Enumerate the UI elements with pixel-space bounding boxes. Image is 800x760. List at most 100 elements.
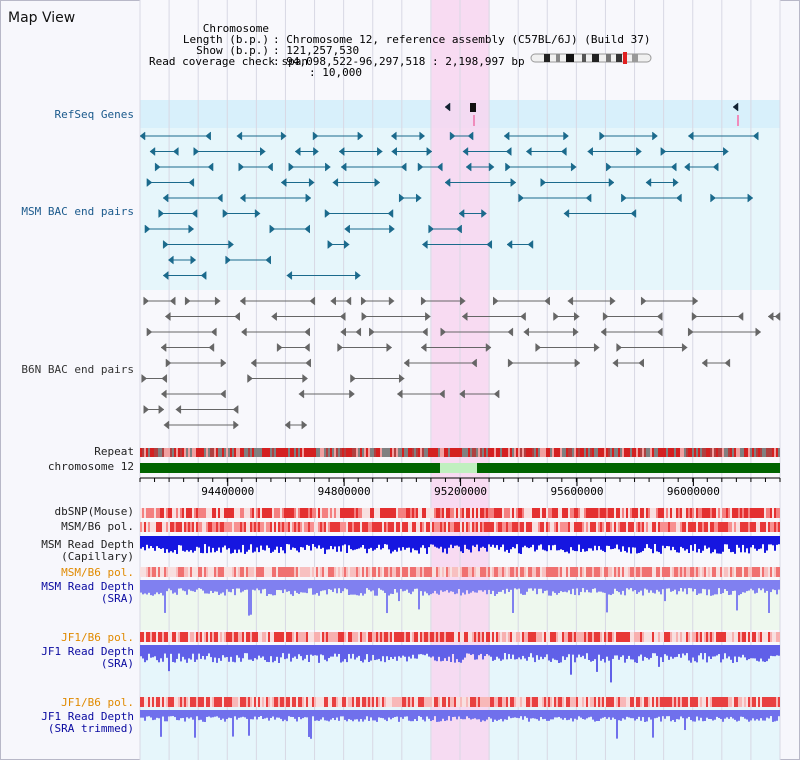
msm-b6-pol-2-heat [518, 567, 520, 577]
jf1-depth-trim-bar [370, 710, 372, 718]
jf1-b6-pol-2-heat [184, 697, 186, 707]
msm-depth-sra-bar [236, 580, 238, 589]
jf1-depth-sra-bar [314, 645, 316, 656]
repeat-block [436, 448, 438, 457]
msm-depth-cap-bar [522, 536, 524, 548]
b6n-bac-end [553, 311, 559, 322]
jf1-depth-sra-bar [166, 645, 168, 658]
msm-depth-cap-bar [414, 536, 416, 551]
msm-b6-pol-heat [596, 522, 598, 532]
msm-depth-cap-bar [252, 536, 254, 553]
repeat-block [210, 448, 212, 457]
jf1-b6-pol-heat [342, 632, 344, 642]
msm-depth-cap-bar [540, 536, 542, 545]
msm-depth-cap-bar [214, 536, 216, 553]
msm-b6-pol-heat [218, 522, 220, 532]
jf1-b6-pol-2-heat [696, 697, 698, 707]
dbsnp-heat [162, 508, 164, 518]
msm-depth-sra-bar [422, 580, 424, 596]
msm-b6-pol-2-heat [364, 567, 366, 577]
jf1-depth-sra-bar [566, 645, 568, 658]
jf1-depth-trim-bar [612, 710, 614, 718]
msm-b6-pol-2-heat [390, 567, 392, 577]
repeat-block [312, 448, 314, 457]
dbsnp-heat [590, 508, 592, 518]
jf1-depth-trim-bar [772, 710, 774, 722]
msm-b6-pol-2-heat [594, 567, 596, 577]
repeat-block [240, 448, 242, 457]
b6n-bac-end [210, 327, 217, 337]
msm-b6-pol-heat [198, 522, 200, 532]
msm-depth-sra-bar [492, 580, 494, 591]
msm-depth-sra-bar [142, 580, 144, 595]
jf1-depth-trim-bar [174, 710, 176, 718]
msm-bac-end [280, 177, 287, 188]
msm-depth-sra-bar [688, 580, 690, 589]
msm-b6-pol-heat [626, 522, 628, 532]
jf1-depth-trim-bar [236, 710, 238, 720]
msm-depth-cap-bar [324, 536, 326, 554]
jf1-depth-trim-bar [254, 710, 256, 717]
repeat-block [316, 448, 318, 457]
jf1-b6-pol-2-heat [570, 697, 572, 707]
jf1-depth-sra-bar [680, 645, 682, 658]
msm-depth-cap-bar [594, 536, 596, 546]
jf1-depth-sra-bar [390, 645, 392, 658]
msm-b6-pol-2-heat [434, 567, 436, 577]
repeat-track-label: Repeat [94, 445, 134, 458]
msm-b6-pol-2-heat [686, 567, 688, 577]
repeat-block [670, 448, 672, 457]
msm-depth-sra-bar [576, 580, 578, 589]
msm-depth-cap-bar [590, 536, 592, 549]
msm-b6-pol-heat [610, 522, 612, 532]
jf1-b6-pol-heat [636, 632, 638, 642]
msm-depth-cap-bar [348, 536, 350, 546]
msm-depth-sra-bar [350, 580, 352, 595]
jf1-depth-trim-bar [228, 710, 230, 718]
repeat-block [254, 448, 256, 457]
msm-bac-end [269, 224, 276, 234]
msm-depth-cap-bar [560, 536, 562, 550]
msm-depth-cap-bar [250, 536, 252, 545]
jf1-b6-pol-heat [598, 632, 600, 642]
dbsnp-heat [382, 508, 384, 518]
jf1-depth-sra-bar [642, 645, 644, 661]
jf1-b6-pol-heat [634, 632, 636, 642]
msm-b6-pol-heat [476, 522, 478, 532]
b6n-bac-end [440, 327, 447, 337]
msm-b6-pol-heat [384, 522, 386, 532]
msm-b6-pol-2-heat [676, 567, 678, 577]
msm-b6-pol-2-heat [514, 567, 516, 577]
jf1-depth-sra-bar [176, 645, 178, 659]
jf1-depth-trim-bar [448, 710, 450, 717]
jf1-b6-pol-2-heat [690, 697, 692, 707]
msm-b6-pol-heat [176, 522, 178, 532]
jf1-b6-pol-heat [660, 632, 662, 642]
msm-b6-pol-heat [426, 522, 428, 532]
chromosome-ideogram[interactable] [530, 52, 652, 64]
dbsnp-heat [508, 508, 510, 518]
jf1-b6-pol-2-heat [726, 697, 728, 707]
repeat-block [200, 448, 202, 457]
dbsnp-heat [302, 508, 304, 518]
jf1-depth-trim-bar [504, 710, 506, 720]
msm-b6-pol-2-heat [422, 567, 424, 577]
msm-b6-pol-heat [224, 522, 226, 532]
msm-depth-sra-bar [528, 580, 530, 589]
jf1-b6-pol-2-heat [298, 697, 300, 707]
msm-b6-pol-heat [210, 522, 212, 532]
msm-b6-pol-heat [612, 522, 614, 532]
msm-b6-pol-heat [144, 522, 146, 532]
dbsnp-heat [740, 508, 742, 518]
msm-depth-sra-bar [710, 580, 712, 596]
b6n-bac-end [602, 311, 609, 322]
msm-b6-pol-2-heat [264, 567, 266, 577]
repeat-block [384, 448, 386, 457]
msm-b6-pol-heat [258, 522, 260, 532]
repeat-block [640, 448, 642, 457]
dbsnp-heat [518, 508, 520, 518]
dbsnp-heat [560, 508, 562, 518]
jf1-depth-sra-bar [142, 645, 144, 659]
msm-b6-pol-2-heat [490, 567, 492, 577]
